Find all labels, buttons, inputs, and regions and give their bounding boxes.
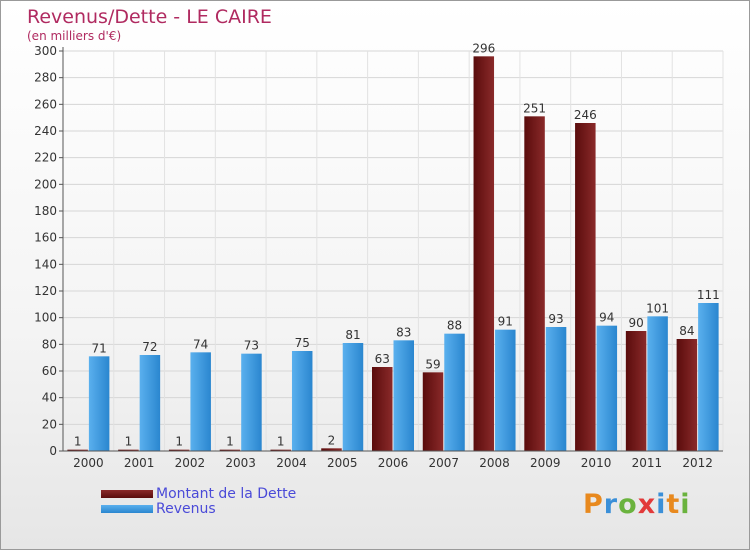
- y-tick-label: 120: [34, 284, 57, 298]
- y-tick-label: 200: [34, 177, 57, 191]
- bar-revenue-2012: [698, 303, 719, 451]
- data-label-debt-2012: 84: [679, 324, 694, 338]
- x-tick-label: 2009: [530, 456, 561, 470]
- data-label-revenue-2009: 93: [548, 312, 563, 326]
- data-label-debt-2011: 90: [628, 316, 643, 330]
- bar-chart: 1 71 1 72 1 74 1 73 1 75 2 81 63 83 59 88 296 91 251 93 246 9…: [34, 41, 724, 470]
- data-label-revenue-2002: 74: [193, 337, 208, 351]
- bar-revenue-2001: [139, 355, 161, 451]
- bar-revenue-2006: [393, 340, 414, 451]
- data-label-debt-2010: 246: [574, 108, 597, 122]
- bar-revenue-2010: [596, 325, 618, 451]
- x-tick-label: 2000: [73, 456, 104, 470]
- logo-letter: x: [637, 489, 657, 520]
- y-tick-label: 40: [42, 391, 57, 405]
- y-tick-label: 220: [34, 151, 57, 165]
- data-label-revenue-2004: 75: [295, 336, 310, 350]
- x-tick-label: 2007: [428, 456, 459, 470]
- data-label-revenue-2001: 72: [142, 340, 157, 354]
- chart-title: Revenus/Dette - LE CAIRE: [27, 6, 272, 28]
- x-tick-label: 2006: [378, 456, 409, 470]
- legend-label-revenue: Revenus: [156, 501, 216, 517]
- x-tick-label: 2005: [327, 456, 358, 470]
- proxiti-logo: Proxiti: [583, 489, 691, 520]
- logo-letter: i: [656, 489, 667, 520]
- y-tick-label: 140: [34, 257, 57, 271]
- legend-swatch-revenue: [101, 505, 153, 513]
- y-tick-label: 300: [34, 44, 57, 58]
- bar-debt-2003: [219, 449, 241, 451]
- data-label-revenue-2006: 83: [396, 325, 411, 339]
- bar-debt-2004: [270, 449, 291, 451]
- data-label-revenue-2000: 71: [91, 341, 106, 355]
- legend-swatch-debt: [101, 490, 153, 498]
- legend-label-debt: Montant de la Dette: [156, 486, 297, 502]
- chart-subtitle: (en milliers d'€): [27, 29, 122, 43]
- bar-debt-2010: [575, 123, 596, 451]
- x-tick-label: 2008: [479, 456, 510, 470]
- data-label-revenue-2012: 111: [697, 288, 720, 302]
- x-tick-label: 2004: [276, 456, 307, 470]
- logo-letter: P: [583, 489, 604, 520]
- data-label-debt-2006: 63: [375, 352, 390, 366]
- bar-revenue-2011: [647, 316, 668, 451]
- bar-debt-2006: [372, 367, 393, 451]
- data-label-revenue-2011: 101: [646, 301, 669, 315]
- data-label-debt-2005: 2: [328, 433, 336, 447]
- bar-debt-2002: [168, 449, 190, 451]
- logo-letter: o: [618, 489, 638, 520]
- x-tick-label: 2003: [225, 456, 256, 470]
- data-label-debt-2007: 59: [425, 357, 440, 371]
- y-tick-label: 100: [34, 311, 57, 325]
- bar-debt-2000: [67, 449, 88, 451]
- y-tick-label: 0: [49, 444, 57, 458]
- data-label-revenue-2010: 94: [599, 311, 614, 325]
- logo-letter: t: [666, 489, 681, 520]
- bar-revenue-2000: [88, 356, 110, 451]
- bar-revenue-2005: [342, 343, 364, 451]
- bar-debt-2001: [118, 449, 139, 451]
- y-tick-label: 280: [34, 71, 57, 85]
- bar-revenue-2007: [444, 333, 465, 451]
- data-label-debt-2003: 1: [226, 435, 234, 449]
- x-tick-label: 2001: [124, 456, 155, 470]
- bar-revenue-2009: [545, 327, 567, 451]
- data-label-revenue-2005: 81: [345, 328, 360, 342]
- y-tick-label: 160: [34, 231, 57, 245]
- data-label-revenue-2003: 73: [244, 339, 259, 353]
- y-tick-label: 60: [42, 364, 57, 378]
- data-label-debt-2009: 251: [523, 101, 546, 115]
- y-tick-label: 80: [42, 337, 57, 351]
- y-tick-label: 180: [34, 204, 57, 218]
- data-label-debt-2008: 296: [472, 41, 495, 55]
- y-tick-label: 240: [34, 124, 57, 138]
- data-label-revenue-2007: 88: [447, 319, 462, 333]
- bar-debt-2005: [321, 448, 342, 451]
- logo-letter: i: [680, 489, 691, 520]
- bar-revenue-2003: [241, 353, 262, 451]
- data-label-debt-2002: 1: [175, 435, 183, 449]
- x-tick-label: 2012: [682, 456, 713, 470]
- bar-debt-2009: [524, 116, 545, 451]
- x-tick-label: 2010: [581, 456, 612, 470]
- bar-debt-2012: [676, 339, 698, 451]
- x-tick-label: 2011: [632, 456, 663, 470]
- data-label-debt-2004: 1: [277, 435, 285, 449]
- data-label-debt-2001: 1: [125, 435, 133, 449]
- y-tick-label: 260: [34, 97, 57, 111]
- bar-debt-2011: [625, 331, 647, 451]
- y-tick-label: 20: [42, 417, 57, 431]
- bar-debt-2007: [422, 372, 444, 451]
- data-label-debt-2000: 1: [74, 435, 82, 449]
- bar-revenue-2002: [190, 352, 211, 451]
- x-tick-label: 2002: [175, 456, 206, 470]
- data-label-revenue-2008: 91: [498, 315, 513, 329]
- bar-debt-2008: [473, 56, 495, 451]
- bar-revenue-2004: [291, 351, 313, 451]
- bar-revenue-2008: [495, 329, 516, 451]
- logo-letter: r: [603, 489, 619, 520]
